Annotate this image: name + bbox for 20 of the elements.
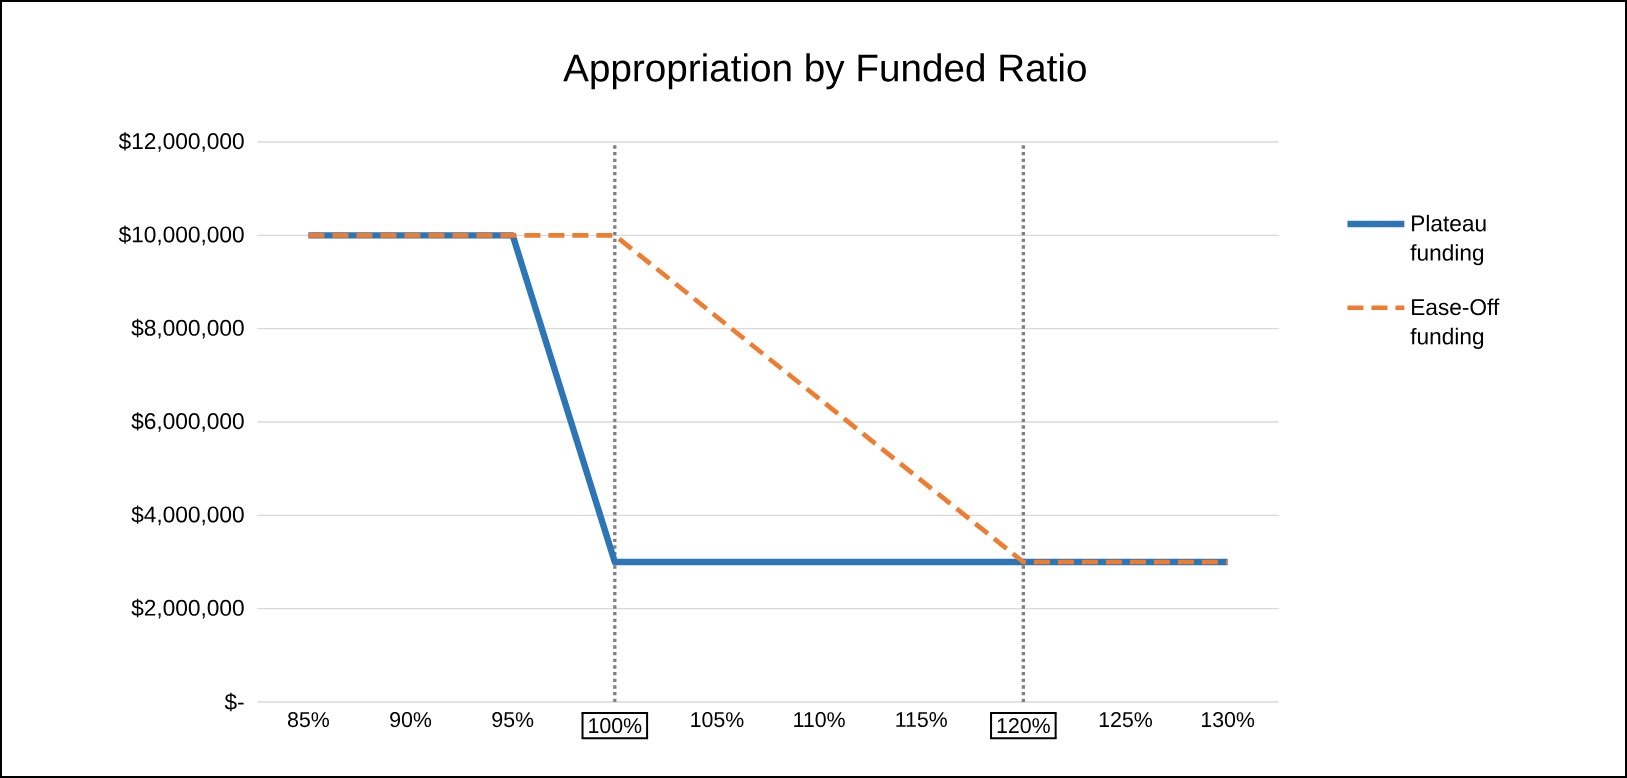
x-tick-label: 110% (794, 712, 845, 728)
y-tick-label: $12,000,000 (118, 132, 244, 152)
x-tick-label: 100% (589, 718, 642, 734)
y-tick-label: $10,000,000 (118, 225, 244, 246)
y-tick-label: $2,000,000 (131, 598, 244, 619)
x-tick-label: 125% (1099, 712, 1152, 728)
y-tick-label: $8,000,000 (131, 318, 244, 339)
x-tick-label: 130% (1201, 712, 1255, 728)
y-tick-label: $4,000,000 (131, 505, 244, 526)
legend-label: Plateau funding (1410, 214, 1486, 266)
y-tick-label: $- (224, 692, 244, 712)
x-tick-label: 105% (691, 712, 744, 728)
legend-label: Ease-Off funding (1410, 298, 1500, 349)
x-tick-label: 90% (390, 712, 432, 728)
x-tick-label: 95% (492, 712, 534, 728)
x-tick-label: 115% (896, 712, 947, 728)
chart-title: Appropriation by Funded Ratio (563, 53, 1086, 90)
x-tick-label: 120% (997, 718, 1050, 734)
x-tick-label: 85% (287, 712, 329, 728)
y-tick-label: $6,000,000 (131, 412, 244, 432)
